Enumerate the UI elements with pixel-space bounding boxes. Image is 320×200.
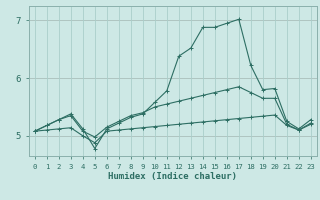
X-axis label: Humidex (Indice chaleur): Humidex (Indice chaleur) [108, 172, 237, 181]
